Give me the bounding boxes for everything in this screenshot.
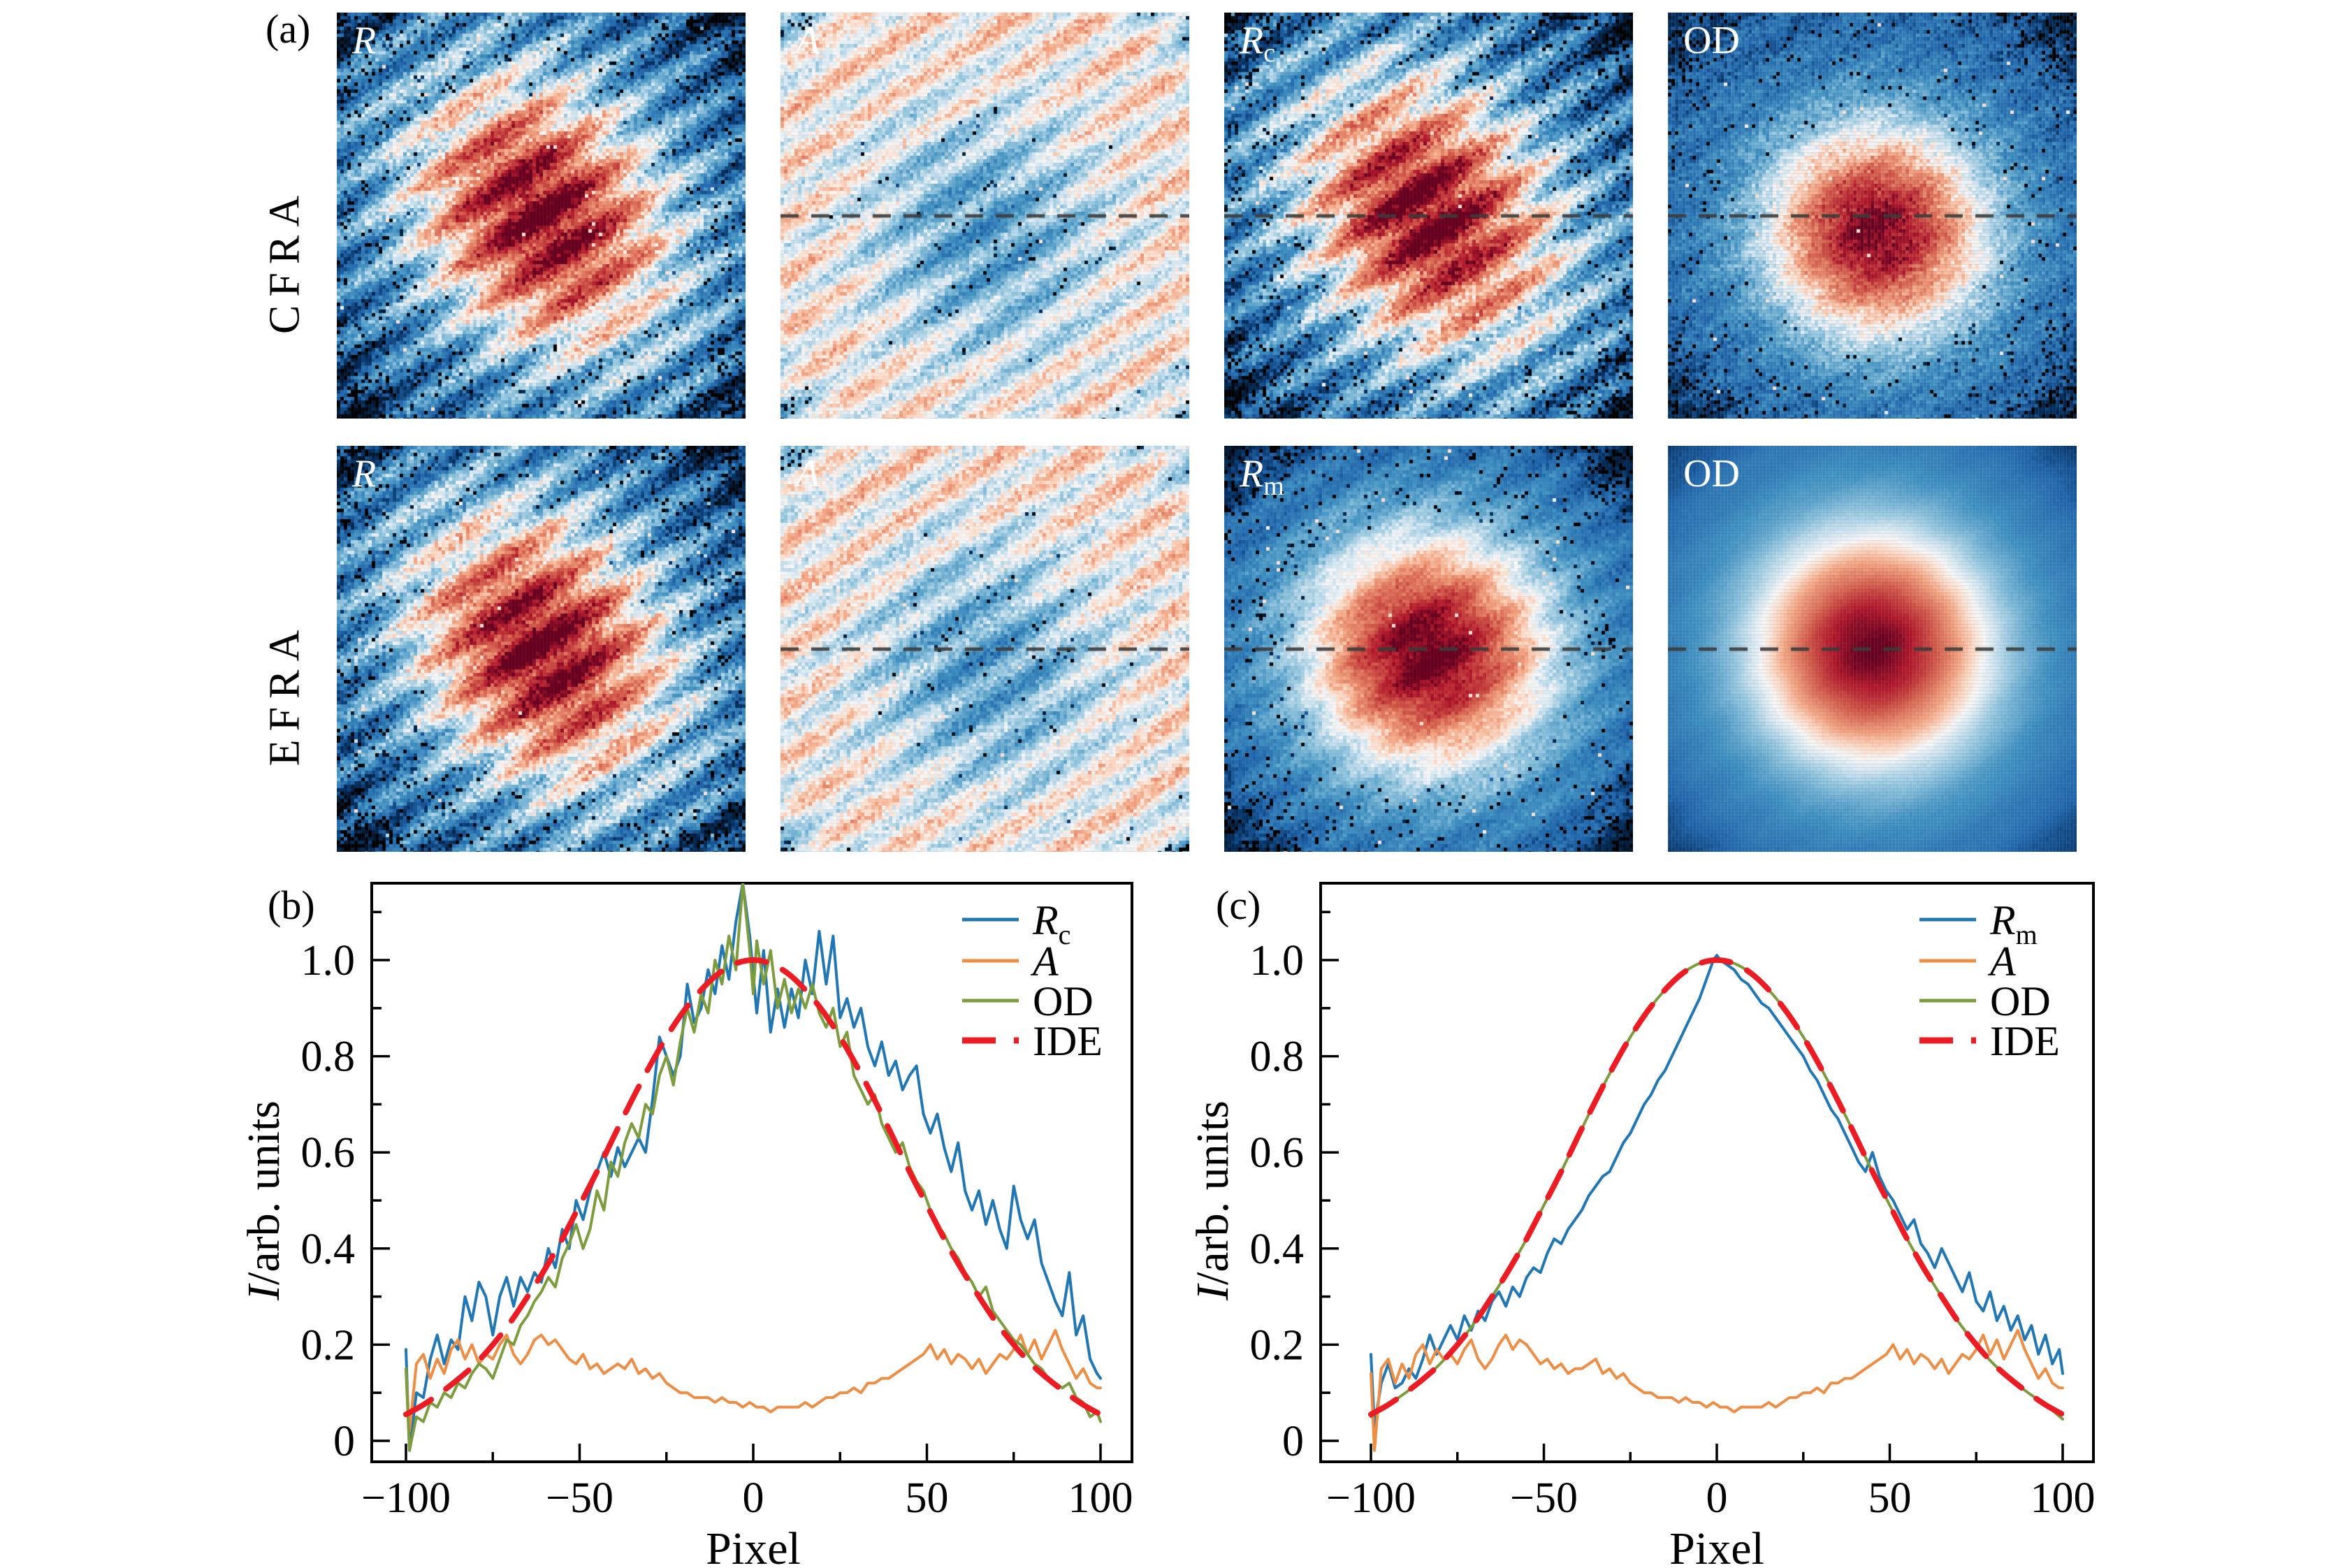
heatmap-panel-0-R: R: [337, 13, 746, 419]
series-line-ide: [1368, 957, 2065, 1418]
heatmap-panel-label: OD: [1683, 19, 1740, 62]
profile-chart-b: −100 −50 0 50 100 0 0.2 0.4 0.6 0.8 1.0 Pixel I/arb.…: [238, 882, 1133, 1568]
y-tick-label: 0.4: [1250, 1226, 1305, 1273]
y-tick-label: 0.8: [301, 1033, 356, 1081]
y-tick-label: 0: [333, 1418, 355, 1465]
y-tick-label: 1.0: [1250, 937, 1305, 985]
heatmap-canvas-rm: [1224, 446, 1633, 852]
x-tick-label: −100: [1326, 1474, 1416, 1522]
y-tick-label: 0.8: [1250, 1033, 1305, 1081]
y-tick-label: 1.0: [301, 937, 356, 985]
x-tick-label: 50: [906, 1474, 949, 1522]
legend-entry-label: A: [1987, 938, 2016, 985]
heatmap-panel-1-Rm: Rm: [1224, 446, 1633, 852]
y-axis-label: I/arb. units: [238, 1101, 289, 1301]
axes-frame: [370, 882, 1133, 1463]
x-tick-label: 50: [1868, 1474, 1912, 1522]
legend-entry-label: OD: [1033, 978, 1094, 1024]
heatmap-panel-label: A: [796, 452, 820, 495]
heatmap-panel-0-A: A: [780, 13, 1189, 419]
series-line-od: [405, 883, 1102, 1452]
legend-entry-label: IDE: [1033, 1018, 1103, 1064]
x-tick-label: 0: [1706, 1474, 1728, 1522]
heatmap-panel-1-OD: OD: [1668, 446, 2077, 852]
series-group: [403, 883, 1103, 1452]
profile-chart-c: −100 −50 0 50 100 0 0.2 0.4 0.6 0.8 1.0 Pixel I/arb.…: [1187, 882, 2096, 1568]
legend-entry-label: Rm: [1989, 897, 2038, 950]
y-tick-label: 0.6: [1250, 1129, 1305, 1177]
heatmap-panel-1-R: R: [337, 446, 746, 852]
y-tick-label: 0: [1282, 1418, 1304, 1465]
series-line-rc: [405, 883, 1102, 1452]
axes-frame: [1319, 882, 2095, 1463]
x-tick-label: −50: [546, 1474, 613, 1522]
heatmap-panel-label: Rm: [1240, 452, 1284, 501]
x-axis-label: Pixel: [1669, 1523, 1764, 1568]
x-tick-label: 0: [743, 1474, 764, 1522]
heatmap-panel-label: Rc: [1240, 19, 1276, 68]
series-line-a: [1370, 1328, 2064, 1452]
heatmap-canvas-od_smooth: [1668, 446, 2077, 852]
heatmap-panel-1-A: A: [780, 446, 1189, 852]
series-group: [1368, 954, 2065, 1452]
heatmap-canvas-r: [337, 446, 746, 852]
series-line-rm: [1370, 954, 2064, 1428]
x-tick-label: 100: [1068, 1474, 1133, 1522]
heatmap-canvas-r: [337, 13, 746, 419]
y-tick-label: 0.4: [301, 1226, 356, 1273]
series-line-ide: [403, 957, 1103, 1418]
panel-c-label: (c): [1216, 883, 1261, 928]
y-tick-label: 0.6: [301, 1129, 356, 1177]
x-tick-label: −100: [361, 1474, 451, 1522]
heatmap-panel-label: R: [352, 452, 377, 495]
heatmap-canvas-a: [780, 446, 1189, 852]
heatmap-panel-label: A: [796, 19, 820, 62]
x-tick-label: −50: [1510, 1474, 1578, 1522]
axis-ticks: [1321, 910, 2064, 1462]
legend-entry-label: A: [1030, 938, 1059, 985]
heatmap-canvas-r: [1224, 13, 1633, 419]
x-axis-label: Pixel: [706, 1523, 801, 1568]
heatmap-canvas-a: [780, 13, 1189, 419]
series-line-a: [405, 1328, 1102, 1433]
y-axis-label: I/arb. units: [1187, 1101, 1238, 1301]
y-tick-label: 0.2: [301, 1321, 356, 1369]
legend-entry-label: Rc: [1032, 897, 1070, 950]
legend-entry-label: OD: [1990, 978, 2051, 1024]
x-tick-label: 100: [2031, 1474, 2096, 1522]
heatmap-panel-0-Rc: Rc: [1224, 13, 1633, 419]
legend-entry-label: IDE: [1990, 1018, 2060, 1064]
heatmap-canvas-od_noisy: [1668, 13, 2077, 419]
heatmap-panel-0-OD: OD: [1668, 13, 2077, 419]
heatmap-panel-label: R: [352, 19, 377, 62]
y-tick-label: 0.2: [1250, 1321, 1305, 1369]
heatmap-panel-label: OD: [1683, 452, 1740, 495]
panel-b-label: (b): [268, 883, 315, 928]
axis-ticks: [372, 910, 1102, 1462]
panel-a-label: (a): [266, 6, 311, 52]
